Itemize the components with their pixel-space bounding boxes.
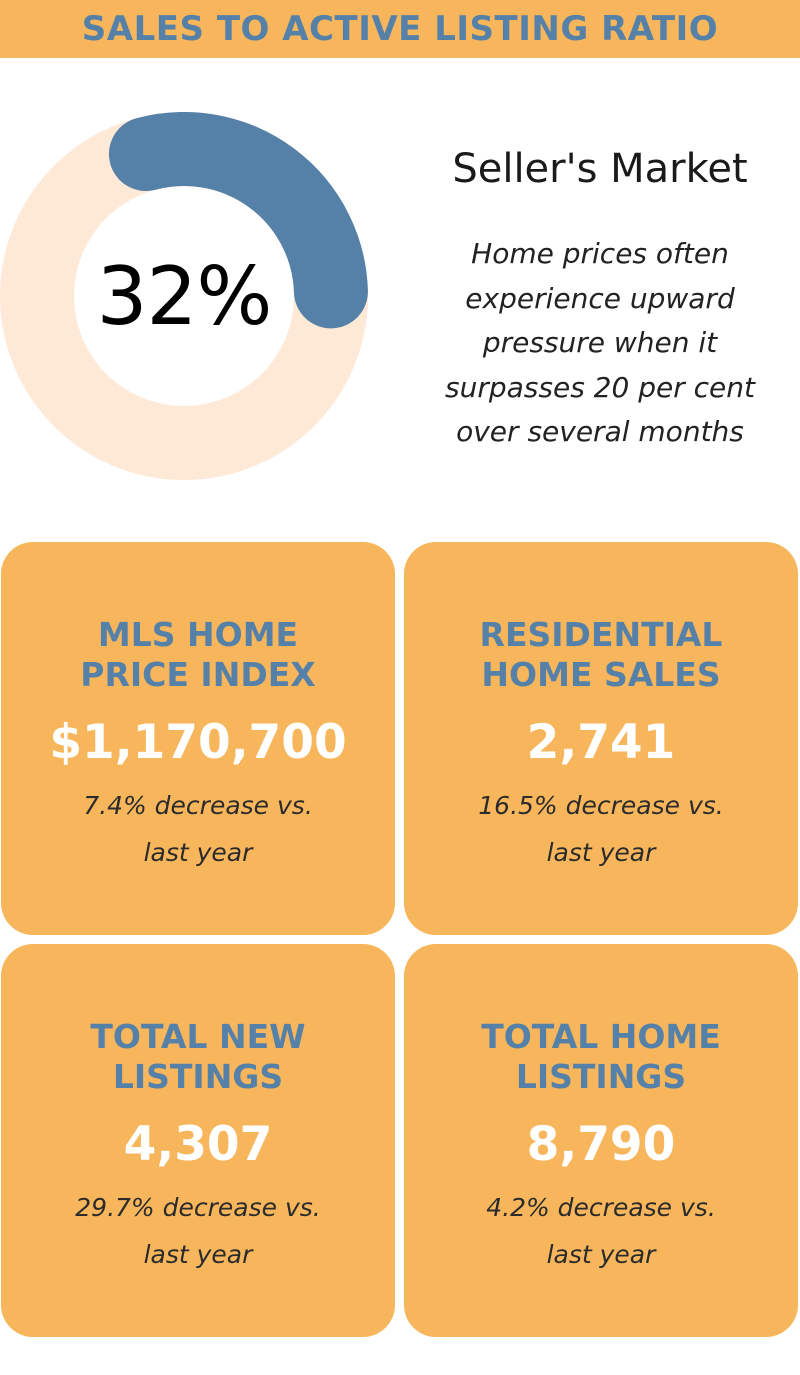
stat-card-note-line: last year (546, 838, 656, 867)
stat-card-title-line: TOTAL NEW (90, 1017, 306, 1056)
stat-card-title-line: RESIDENTIAL (479, 615, 723, 654)
stat-card-note: 16.5% decrease vs. last year (404, 782, 798, 876)
stat-card-note: 7.4% decrease vs. last year (1, 782, 395, 876)
stat-card-residential-sales: RESIDENTIAL HOME SALES 2,741 16.5% decre… (404, 542, 798, 935)
stat-card-note-line: last year (143, 838, 253, 867)
market-description-line: experience upward (465, 281, 735, 315)
stat-card-note: 4.2% decrease vs. last year (404, 1184, 798, 1278)
stat-card-price-index: MLS HOME PRICE INDEX $1,170,700 7.4% dec… (1, 542, 395, 935)
market-description: Home prices often experience upward pres… (400, 232, 800, 455)
donut-svg (0, 112, 368, 480)
stat-card-title-line: HOME SALES (481, 655, 721, 694)
stat-card-title: RESIDENTIAL HOME SALES (404, 615, 798, 695)
stat-card-title: MLS HOME PRICE INDEX (1, 615, 395, 695)
stat-card-note-line: 7.4% decrease vs. (83, 791, 313, 820)
stat-card-title: TOTAL HOME LISTINGS (404, 1017, 798, 1097)
stat-card-value: 4,307 (123, 1117, 273, 1172)
stat-card-title-line: LISTINGS (112, 1057, 284, 1096)
stat-card-note-line: 4.2% decrease vs. (486, 1193, 716, 1222)
stat-card-note-line: 16.5% decrease vs. (478, 791, 724, 820)
market-description-line: surpasses 20 per cent (445, 370, 755, 404)
market-description-line: Home prices often (471, 237, 729, 270)
ratio-donut-chart: 32% (0, 112, 368, 480)
stat-card-home-listings: TOTAL HOME LISTINGS 8,790 4.2% decrease … (404, 944, 798, 1337)
stat-card-note: 29.7% decrease vs. last year (1, 1184, 395, 1278)
stat-card-value: 8,790 (526, 1117, 676, 1172)
stat-card-note-line: 29.7% decrease vs. (75, 1193, 321, 1222)
donut-center-label: 32% (96, 249, 273, 343)
market-heading: Seller's Market (452, 146, 748, 192)
market-description-line: over several months (456, 415, 744, 448)
page-title: SALES TO ACTIVE LISTING RATIO (81, 9, 719, 49)
donut-value-slice (108, 112, 368, 329)
stat-card-title-line: PRICE INDEX (80, 655, 316, 694)
stat-card-note-line: last year (143, 1240, 253, 1269)
stat-card-value: 2,741 (526, 715, 676, 770)
stat-card-title-line: MLS HOME (97, 615, 299, 654)
stat-card-note-line: last year (546, 1240, 656, 1269)
title-bar: SALES TO ACTIVE LISTING RATIO (0, 0, 800, 58)
market-description-line: pressure when it (482, 326, 718, 359)
stat-card-new-listings: TOTAL NEW LISTINGS 4,307 29.7% decrease … (1, 944, 395, 1337)
stat-card-title: TOTAL NEW LISTINGS (1, 1017, 395, 1097)
stat-card-value: $1,170,700 (49, 715, 347, 770)
stat-card-title-line: TOTAL HOME (481, 1017, 721, 1056)
stat-card-title-line: LISTINGS (515, 1057, 687, 1096)
